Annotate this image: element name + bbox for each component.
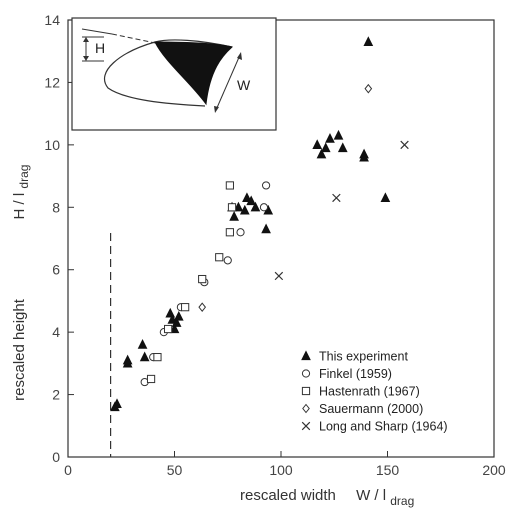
y-axis-title-main: rescaled height [11, 298, 28, 401]
point-this-experiment [316, 148, 327, 159]
x-axis-title-symbol: W / l [356, 487, 386, 504]
point-this-experiment [380, 192, 391, 203]
inset-arrowhead-down [83, 56, 89, 61]
inset-width-arrowhead-top [237, 52, 242, 60]
inset-width-arrow [215, 54, 241, 111]
point-hastenrath-1967 [225, 228, 234, 237]
inset-dune-outline [103, 39, 233, 107]
point-hastenrath-1967 [227, 203, 237, 212]
point-this-experiment [137, 339, 148, 349]
y-tick-label: 10 [44, 137, 60, 153]
y-tick-label: 6 [52, 262, 60, 278]
x-axis-title-subscript: drag [390, 494, 414, 508]
y-axis-title-subscript: drag [17, 165, 31, 189]
x-tick-label: 200 [482, 462, 506, 478]
point-finkel-1959 [236, 228, 245, 237]
legend-label-hastenrath-1967: Hastenrath (1967) [319, 385, 420, 399]
legend-label-long-and-sharp-1964: Long and Sharp (1964) [319, 420, 448, 434]
legend-label-finkel-1959: Finkel (1959) [319, 367, 392, 381]
point-this-experiment [337, 142, 348, 153]
point-this-experiment [233, 201, 244, 212]
y-axis-title-symbol: H / l drag [11, 165, 31, 220]
point-hastenrath-1967 [215, 253, 224, 262]
point-this-experiment [171, 317, 182, 327]
x-axis-ticks: 0 50 100 150 200 [64, 451, 506, 478]
inset-diagram: H W [71, 17, 277, 131]
point-finkel-1959 [223, 256, 232, 265]
point-finkel-1959 [259, 203, 269, 212]
point-this-experiment [359, 151, 369, 162]
legend-marker-finkel-1959 [301, 369, 311, 378]
point-this-experiment [112, 398, 122, 409]
legend-marker-sauermann-2000 [302, 403, 310, 414]
point-this-experiment [333, 129, 344, 140]
inset-label-h: H [95, 40, 105, 56]
y-axis-title-symbol-main: H / l [11, 193, 28, 220]
legend: This experiment Finkel (1959) Hastenrath (… [301, 350, 448, 434]
point-this-experiment [167, 314, 178, 324]
y-axis-ticks: 0 2 4 6 8 10 12 14 [44, 12, 74, 465]
y-tick-label: 0 [52, 449, 60, 465]
point-finkel-1959 [261, 181, 271, 190]
point-this-experiment [250, 201, 261, 212]
x-axis-title-main: rescaled width [240, 487, 336, 504]
y-tick-label: 4 [52, 324, 60, 340]
inset-frame [71, 17, 277, 131]
point-hastenrath-1967 [181, 303, 190, 312]
point-hastenrath-1967 [146, 374, 156, 384]
point-this-experiment [139, 351, 150, 362]
point-hastenrath-1967 [164, 324, 173, 334]
point-this-experiment [173, 310, 184, 321]
legend-label-this-experiment: This experiment [319, 350, 408, 364]
legend-marker-this-experiment [301, 350, 311, 361]
x-tick-label: 100 [269, 462, 293, 478]
legend-label-sauermann-2000: Sauermann (2000) [319, 402, 423, 416]
point-hastenrath-1967 [225, 181, 234, 190]
point-this-experiment [239, 204, 250, 215]
point-long-and-sharp-1964 [332, 193, 341, 203]
point-this-experiment [242, 192, 252, 203]
point-long-and-sharp-1964 [400, 140, 409, 150]
x-tick-label: 50 [167, 462, 183, 478]
data-points [110, 36, 409, 412]
legend-marker-hastenrath-1967 [301, 386, 311, 396]
point-this-experiment [320, 142, 331, 153]
inset-label-w: W [237, 77, 251, 93]
y-tick-label: 2 [52, 387, 60, 403]
point-hastenrath-1967 [153, 353, 162, 362]
point-sauermann-2000 [198, 302, 207, 312]
point-this-experiment [169, 323, 180, 334]
x-tick-label: 0 [64, 462, 72, 478]
point-this-experiment [312, 139, 323, 149]
x-axis-title: rescaled width W / l drag [240, 487, 414, 508]
x-tick-label: 150 [376, 462, 400, 478]
y-tick-label: 14 [44, 12, 60, 28]
inset-width-arrowhead-bottom [214, 106, 219, 113]
inset-arrowhead-up [83, 37, 89, 42]
point-this-experiment [261, 223, 271, 234]
y-tick-label: 12 [44, 74, 60, 90]
point-this-experiment [363, 36, 374, 46]
point-this-experiment [122, 354, 133, 365]
inset-slip-face [154, 41, 234, 106]
point-this-experiment [325, 133, 335, 143]
point-this-experiment [246, 195, 257, 206]
y-tick-label: 8 [52, 199, 60, 215]
point-this-experiment [229, 211, 239, 221]
point-hastenrath-1967 [198, 274, 207, 284]
point-long-and-sharp-1964 [274, 271, 284, 281]
inset-crest-line [81, 28, 113, 35]
legend-marker-long-and-sharp-1964 [301, 421, 311, 431]
point-sauermann-2000 [364, 83, 373, 94]
